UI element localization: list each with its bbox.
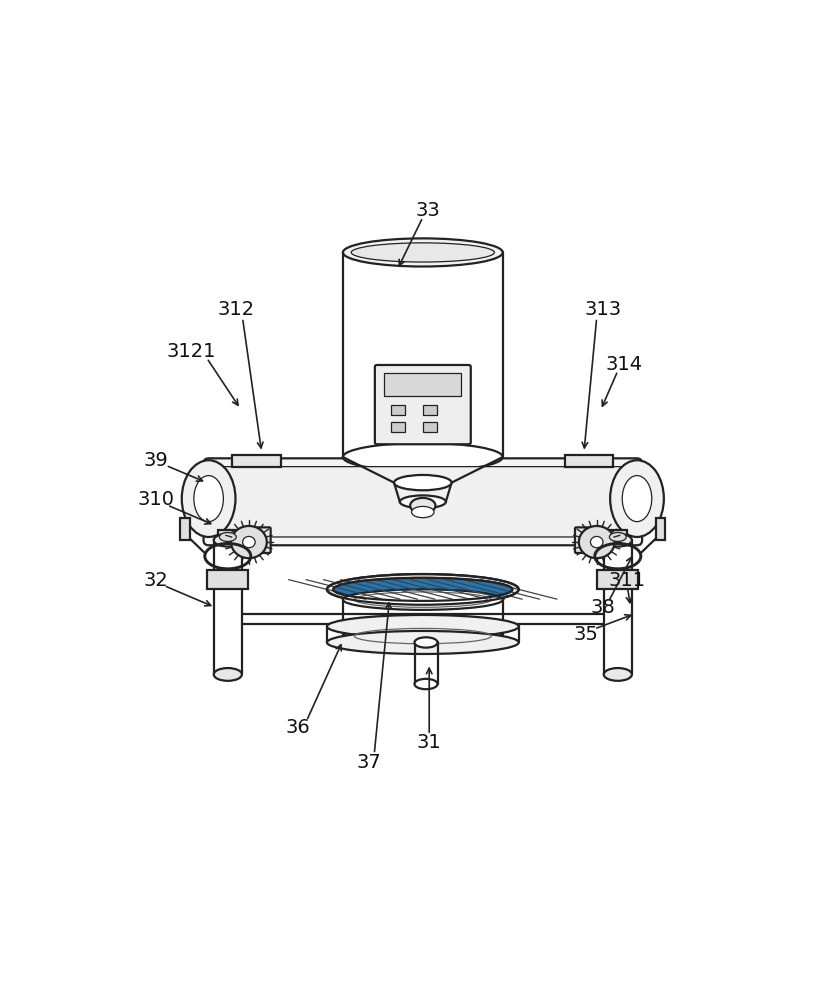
Bar: [597, 570, 639, 589]
Ellipse shape: [343, 626, 502, 646]
Ellipse shape: [610, 460, 664, 537]
Ellipse shape: [333, 578, 512, 601]
Ellipse shape: [343, 589, 502, 610]
Ellipse shape: [412, 506, 434, 518]
Ellipse shape: [622, 476, 652, 522]
FancyBboxPatch shape: [575, 527, 603, 553]
Bar: [384, 373, 461, 396]
Text: 33: 33: [416, 201, 441, 220]
Text: 310: 310: [137, 490, 174, 509]
Bar: [422, 405, 437, 415]
Ellipse shape: [214, 668, 242, 681]
Text: 35: 35: [573, 625, 598, 644]
Ellipse shape: [400, 495, 446, 508]
FancyBboxPatch shape: [204, 458, 642, 545]
FancyBboxPatch shape: [375, 365, 471, 444]
Bar: [233, 455, 280, 467]
Bar: [603, 536, 628, 543]
Ellipse shape: [410, 498, 436, 513]
Text: 37: 37: [356, 753, 381, 772]
Text: 313: 313: [585, 300, 622, 319]
Bar: [218, 536, 243, 543]
Ellipse shape: [591, 536, 603, 548]
Text: 3121: 3121: [167, 342, 216, 361]
Text: 31: 31: [417, 733, 441, 752]
Ellipse shape: [327, 615, 519, 638]
Ellipse shape: [579, 526, 615, 558]
Text: 314: 314: [606, 355, 643, 374]
Text: 39: 39: [144, 451, 168, 470]
Ellipse shape: [414, 637, 437, 648]
Ellipse shape: [243, 536, 255, 548]
Text: 311: 311: [609, 571, 646, 590]
Bar: [603, 530, 628, 536]
Ellipse shape: [343, 238, 502, 267]
Bar: [565, 455, 613, 467]
Text: 38: 38: [591, 598, 615, 617]
Text: 36: 36: [285, 718, 310, 737]
Bar: [218, 530, 243, 536]
Ellipse shape: [182, 460, 235, 537]
Ellipse shape: [604, 534, 632, 547]
FancyBboxPatch shape: [243, 527, 271, 553]
Bar: [391, 405, 405, 415]
Bar: [207, 570, 248, 589]
Ellipse shape: [414, 679, 437, 689]
Bar: [656, 518, 665, 540]
Ellipse shape: [394, 475, 451, 490]
Ellipse shape: [194, 476, 224, 522]
Bar: [422, 422, 437, 432]
Ellipse shape: [343, 443, 502, 471]
Bar: [181, 518, 190, 540]
Ellipse shape: [333, 578, 512, 601]
Ellipse shape: [219, 532, 236, 541]
Ellipse shape: [604, 668, 632, 681]
Ellipse shape: [327, 574, 519, 605]
Ellipse shape: [231, 526, 266, 558]
Bar: [391, 422, 405, 432]
Text: 32: 32: [144, 571, 168, 590]
Text: 312: 312: [218, 300, 255, 319]
Ellipse shape: [327, 631, 519, 654]
Ellipse shape: [351, 243, 494, 262]
Ellipse shape: [214, 534, 242, 547]
Ellipse shape: [610, 532, 626, 541]
FancyBboxPatch shape: [213, 467, 633, 537]
